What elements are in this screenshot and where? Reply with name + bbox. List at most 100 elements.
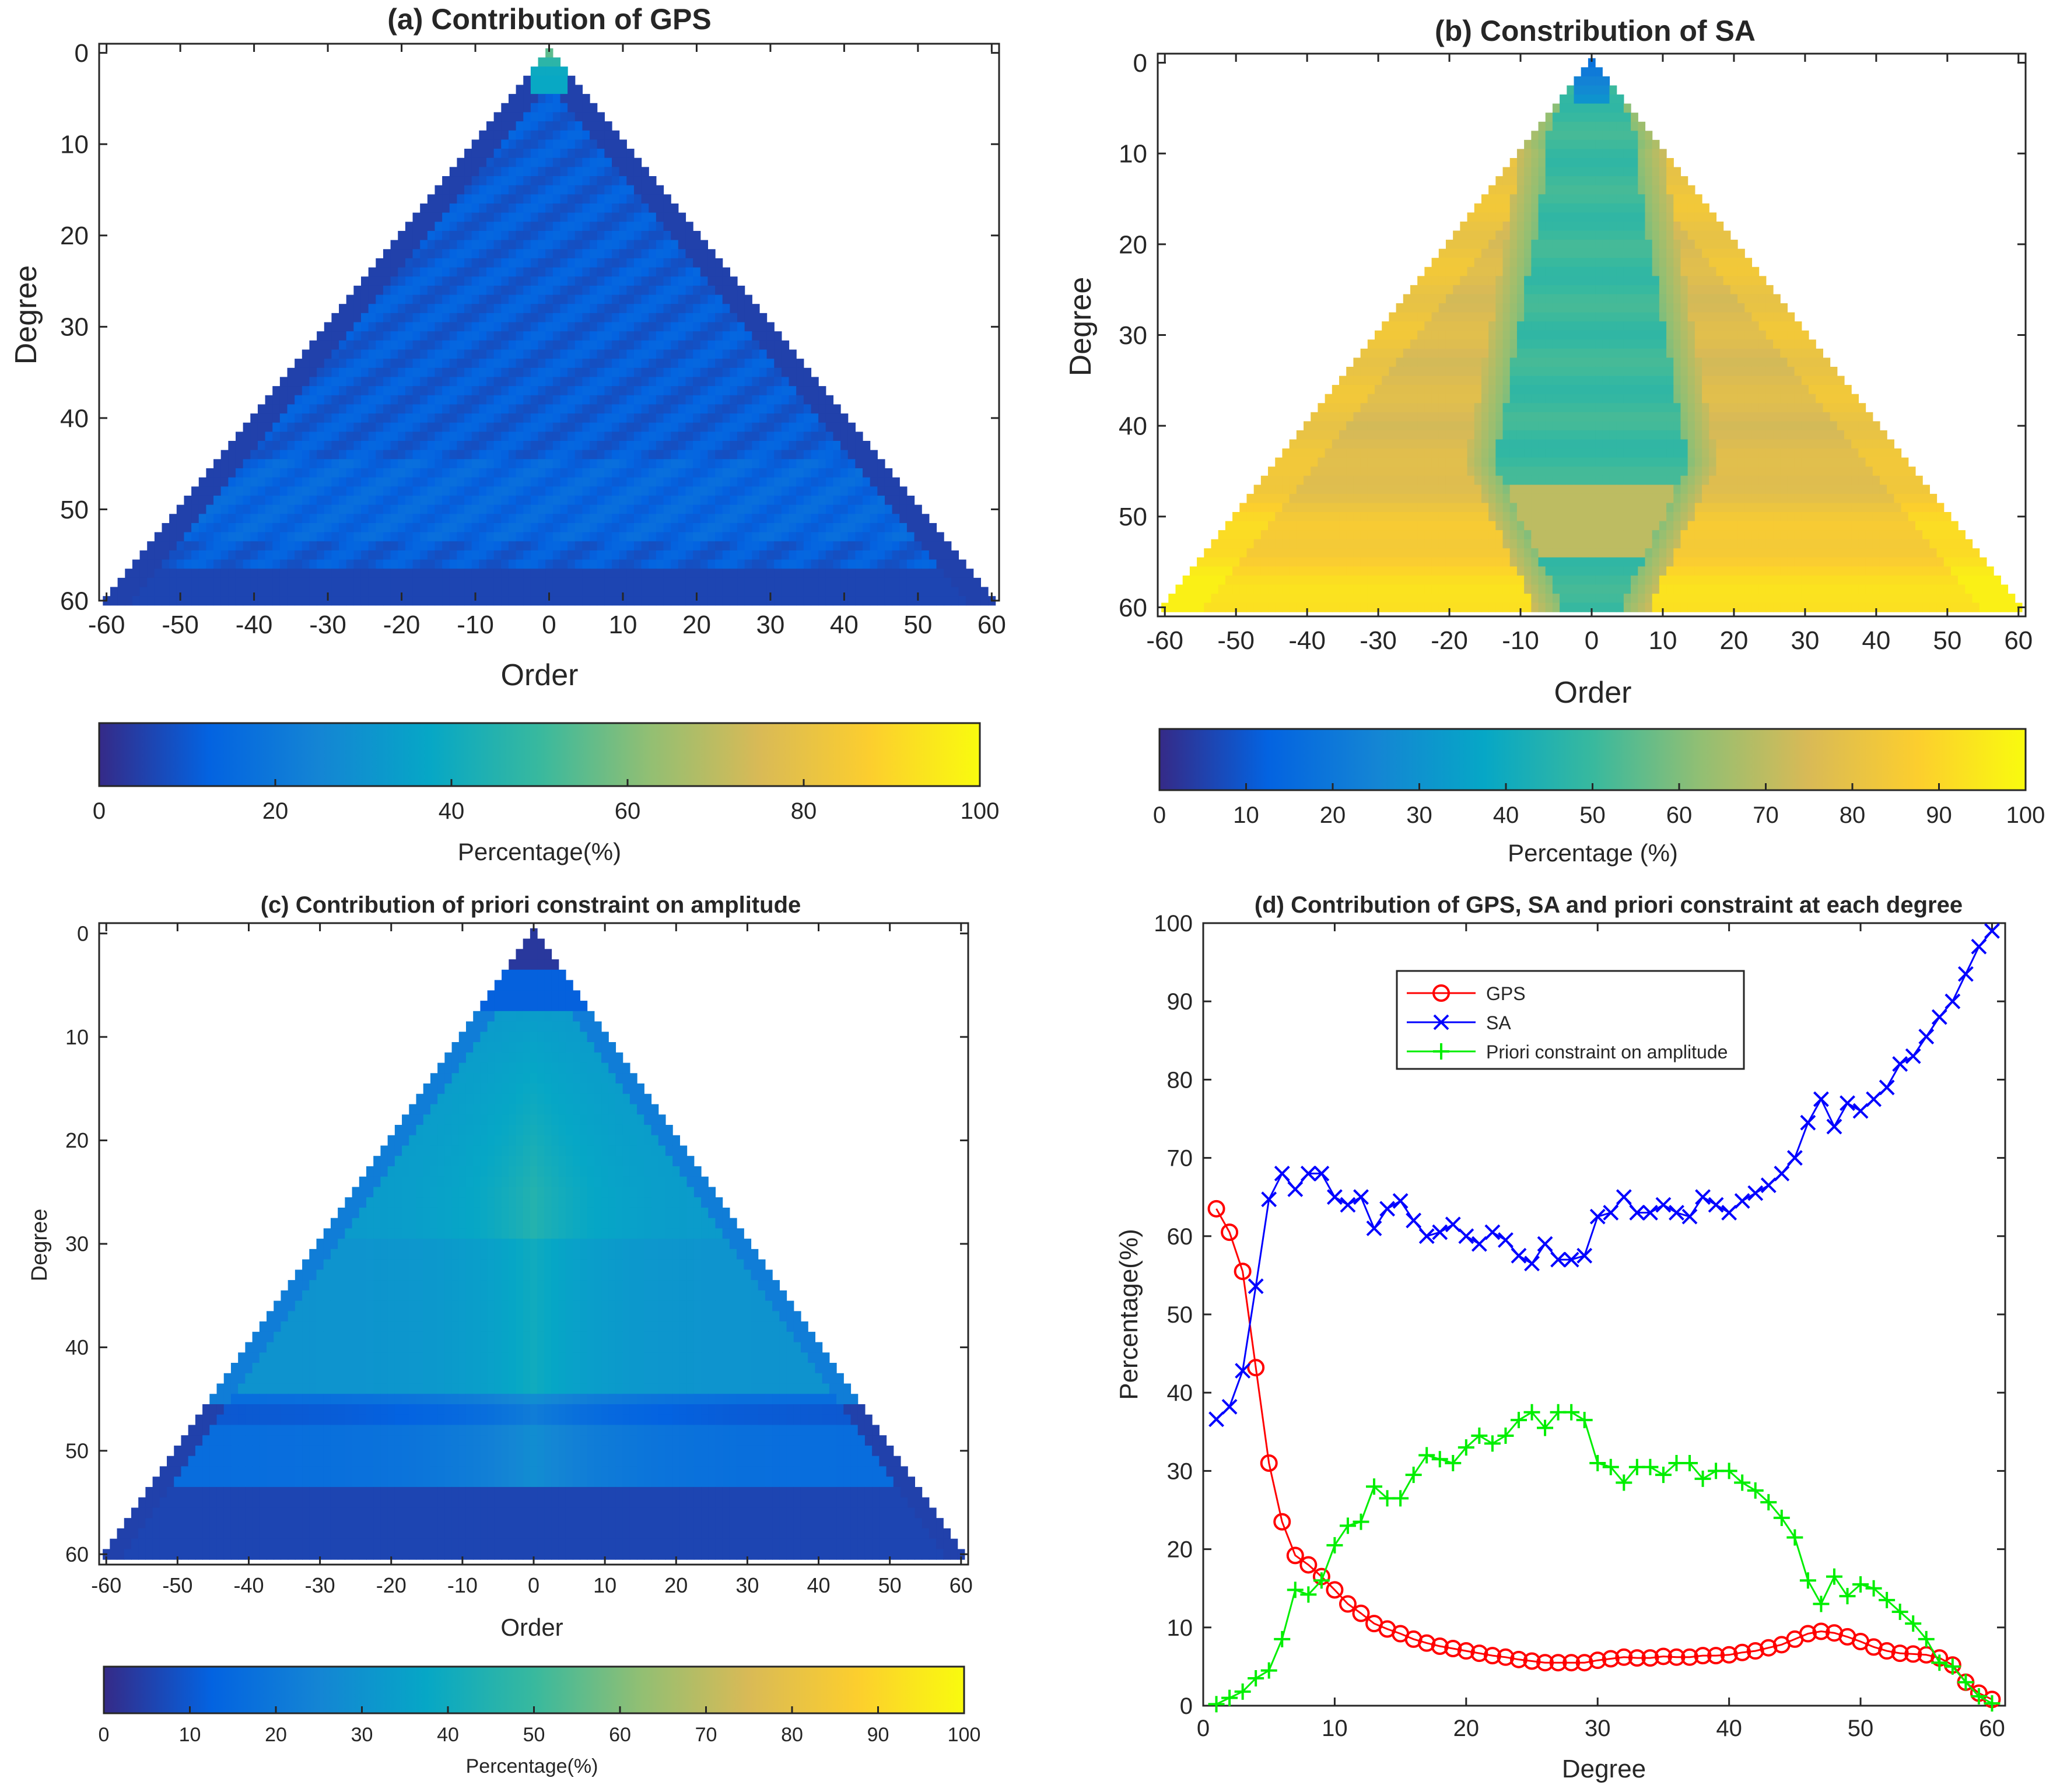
heatmap-cell xyxy=(774,468,782,478)
heatmap-cell xyxy=(1723,321,1731,331)
heatmap-cell xyxy=(265,404,273,414)
heatmap-cell xyxy=(346,294,354,304)
heatmap-cell xyxy=(464,486,472,496)
heatmap-cell xyxy=(759,322,768,332)
heatmap-cell xyxy=(295,569,303,578)
heatmap-cell xyxy=(523,112,531,122)
heatmap-cell xyxy=(590,541,598,551)
heatmap-cell xyxy=(685,514,693,524)
heatmap-cell xyxy=(412,596,421,606)
heatmap-cell xyxy=(1567,330,1575,340)
heatmap-cell xyxy=(1652,366,1660,377)
heatmap-cell xyxy=(530,404,539,414)
heatmap-cell xyxy=(360,313,369,323)
heatmap-cell xyxy=(884,477,893,487)
heatmap-cell xyxy=(722,504,730,514)
heatmap-cell xyxy=(1531,285,1539,295)
heatmap-cell xyxy=(243,541,251,551)
heatmap-cell xyxy=(1588,149,1596,159)
heatmap-cell xyxy=(538,459,546,469)
heatmap-cell xyxy=(1495,330,1504,340)
heatmap-cell xyxy=(457,413,465,423)
heatmap-cell xyxy=(516,532,524,542)
heatmap-cell xyxy=(1680,276,1688,286)
heatmap-cell xyxy=(530,550,539,560)
heatmap-cell xyxy=(766,331,775,341)
heatmap-cell xyxy=(302,559,310,569)
heatmap-cell xyxy=(567,85,576,94)
heatmap-cell xyxy=(545,194,553,204)
heatmap-cell xyxy=(279,514,288,524)
heatmap-cell xyxy=(398,514,406,524)
heatmap-cell xyxy=(516,377,524,387)
heatmap-cell xyxy=(1424,330,1432,340)
heatmap-cell xyxy=(383,249,391,259)
heatmap-cell xyxy=(1709,303,1717,313)
heatmap-cell xyxy=(649,212,657,222)
heatmap-cell xyxy=(626,149,635,159)
heatmap-cell xyxy=(501,596,509,606)
heatmap-cell xyxy=(376,285,384,296)
heatmap-cell xyxy=(1396,348,1404,359)
heatmap-cell xyxy=(1751,285,1760,295)
heatmap-cell xyxy=(1680,248,1688,258)
heatmap-cell xyxy=(1552,266,1560,276)
heatmap-cell xyxy=(641,550,649,560)
heatmap-cell xyxy=(1560,357,1567,367)
heatmap-cell xyxy=(516,212,524,222)
heatmap-cell xyxy=(545,176,553,186)
heatmap-cell xyxy=(597,194,605,204)
heatmap-cell xyxy=(597,504,605,514)
heatmap-cell xyxy=(633,340,642,350)
heatmap-cell xyxy=(671,459,679,469)
heatmap-cell xyxy=(626,203,635,213)
heatmap-cell xyxy=(1516,230,1525,240)
heatmap-cell xyxy=(560,267,568,277)
heatmap-cell xyxy=(154,596,163,606)
heatmap-cell xyxy=(574,294,583,304)
heatmap-cell xyxy=(309,359,317,369)
heatmap-cell xyxy=(803,532,812,542)
heatmap-cell xyxy=(633,167,642,177)
heatmap-cell xyxy=(1709,339,1717,349)
heatmap-cell xyxy=(206,504,214,514)
heatmap-cell xyxy=(552,85,561,94)
heatmap-cell xyxy=(597,441,605,451)
heatmap-cell xyxy=(707,367,716,378)
heatmap-cell xyxy=(582,432,590,441)
heatmap-cell xyxy=(508,569,517,578)
heatmap-cell xyxy=(493,577,502,588)
heatmap-cell xyxy=(574,85,583,94)
heatmap-cell xyxy=(789,486,797,496)
heatmap-cell xyxy=(892,541,900,551)
heatmap-cell xyxy=(612,386,620,396)
heatmap-cell xyxy=(383,486,391,496)
heatmap-cell xyxy=(626,468,635,478)
heatmap-cell xyxy=(457,230,465,241)
heatmap-cell xyxy=(1680,266,1688,276)
heatmap-cell xyxy=(198,569,206,578)
heatmap-cell xyxy=(1467,366,1475,377)
heatmap-cell xyxy=(302,422,310,432)
heatmap-cell xyxy=(457,313,465,323)
heatmap-cell xyxy=(331,450,339,460)
heatmap-cell xyxy=(272,477,281,487)
heatmap-cell xyxy=(486,450,495,460)
heatmap-cell xyxy=(722,495,730,506)
heatmap-cell xyxy=(567,386,576,396)
heatmap-cell xyxy=(685,285,693,296)
heatmap-cell xyxy=(877,504,885,514)
heatmap-cell xyxy=(966,569,974,578)
heatmap-cell xyxy=(435,522,443,533)
heatmap-cell xyxy=(1509,348,1518,359)
heatmap-cell xyxy=(574,569,583,578)
heatmap-cell xyxy=(427,222,436,232)
heatmap-cell xyxy=(309,413,317,423)
heatmap-cell xyxy=(479,359,487,369)
heatmap-cell xyxy=(398,377,406,387)
heatmap-cell xyxy=(464,559,472,569)
heatmap-cell xyxy=(228,559,236,569)
heatmap-cell xyxy=(715,559,723,569)
heatmap-cell xyxy=(1737,258,1745,268)
